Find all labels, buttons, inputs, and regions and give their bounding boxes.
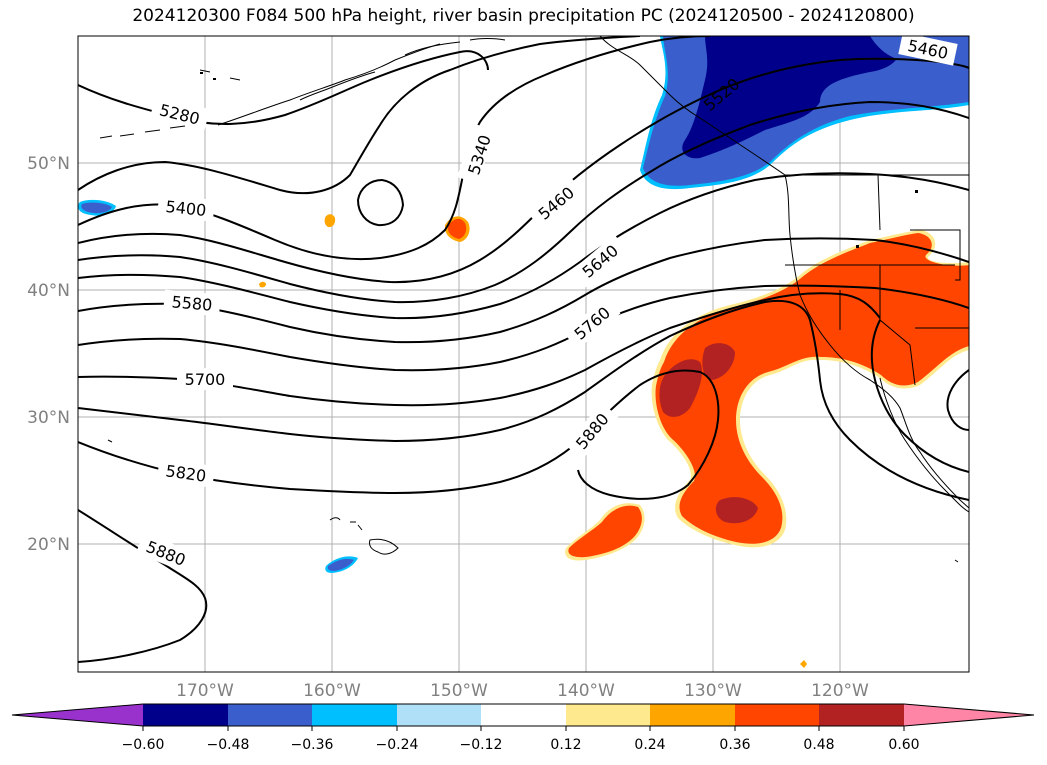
contour-label-5580: 5580 (171, 292, 213, 314)
longitude-labels: 170°W 160°W 150°W 140°W 130°W 120°W (176, 681, 869, 701)
colorbar-tick-6: 0.12 (550, 737, 581, 753)
lon-label-130w: 130°W (684, 681, 742, 701)
colorbar-segment-2 (228, 704, 312, 726)
colorbar-segment-7 (650, 704, 735, 726)
colorbar-tick-3: −0.36 (291, 737, 334, 753)
lon-label-140w: 140°W (557, 681, 615, 701)
colorbar-tick-5: −0.12 (460, 737, 503, 753)
lat-label-30n: 30°N (27, 408, 70, 428)
lon-label-150w: 150°W (430, 681, 488, 701)
lon-label-120w: 120°W (811, 681, 869, 701)
colorbar-extend-right (904, 704, 1034, 726)
colorbar-tick-10: 0.60 (888, 737, 919, 753)
lat-label-50n: 50°N (27, 154, 70, 174)
colorbar-tick-7: 0.24 (634, 737, 665, 753)
lon-label-170w: 170°W (176, 681, 234, 701)
island-dots (200, 72, 918, 248)
colorbar-segment-5 (481, 704, 566, 726)
map-frame (77, 35, 970, 673)
colorbar-segment-6 (566, 704, 650, 726)
colorbar-tick-1: −0.60 (122, 737, 165, 753)
colorbar: −0.60 −0.48 −0.36 −0.24 −0.12 0.12 0.24 … (11, 703, 1035, 753)
colorbar-segment-8 (735, 704, 819, 726)
latitude-labels: 50°N 40°N 30°N 20°N (27, 154, 70, 555)
colorbar-segment-3 (312, 704, 397, 726)
colorbar-segment-1 (143, 704, 228, 726)
contour-label-5700: 5700 (185, 370, 226, 389)
lat-label-20n: 20°N (27, 535, 70, 555)
colorbar-tick-2: −0.48 (207, 737, 250, 753)
colorbar-segment-9 (819, 704, 904, 726)
colorbar-segment-4 (397, 704, 481, 726)
colorbar-tick-4: −0.24 (376, 737, 419, 753)
coastlines (99, 36, 969, 563)
colorbar-tick-8: 0.36 (719, 737, 750, 753)
colorbar-tick-9: 0.48 (803, 737, 834, 753)
lat-label-40n: 40°N (27, 281, 70, 301)
map-title: 2024120300 F084 500 hPa height, river ba… (132, 6, 915, 26)
contour-label-5400: 5400 (165, 197, 207, 220)
colorbar-extend-left (12, 704, 143, 726)
lon-label-160w: 160°W (303, 681, 361, 701)
